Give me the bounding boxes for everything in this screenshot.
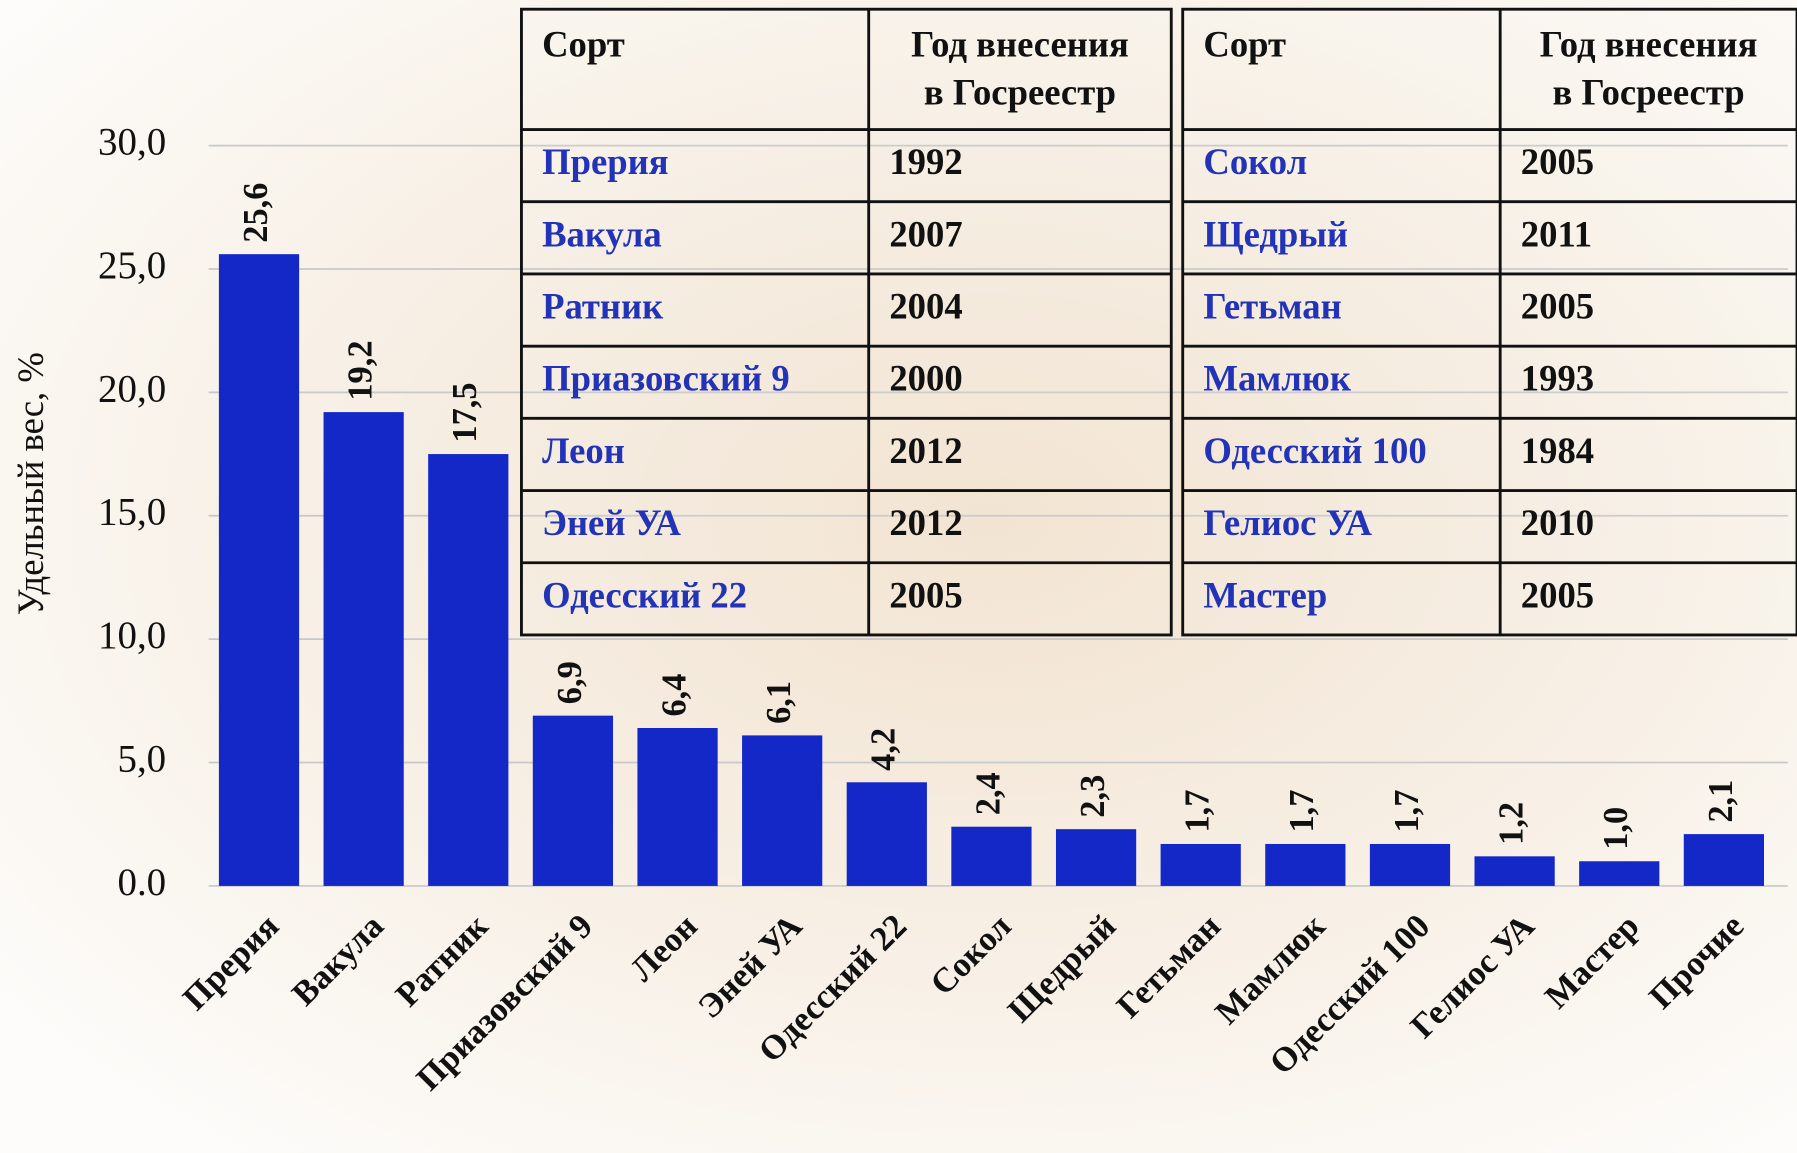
table-year: 1984 bbox=[1521, 430, 1594, 471]
y-tick-label: 5,0 bbox=[117, 737, 166, 780]
bar bbox=[637, 728, 717, 886]
table-variety: Прерия bbox=[542, 141, 669, 182]
value-label: 2,1 bbox=[1702, 780, 1740, 823]
bar bbox=[1370, 844, 1450, 886]
y-tick-label: 25,0 bbox=[98, 244, 166, 287]
table-header: Сорт bbox=[1203, 24, 1286, 65]
table-year: 1992 bbox=[889, 141, 962, 182]
bar bbox=[1475, 856, 1555, 886]
table-header: в Госреестр bbox=[1553, 72, 1745, 113]
table-header: Год внесения bbox=[1540, 24, 1758, 65]
table-variety: Леон bbox=[542, 430, 625, 471]
table-year: 2012 bbox=[889, 502, 962, 543]
value-label: 17,5 bbox=[446, 382, 484, 442]
value-label: 2,4 bbox=[969, 772, 1007, 815]
page: {"chart_data": {"type": "bar", "y_axis_l… bbox=[0, 0, 1797, 1153]
table-header: Год внесения bbox=[911, 24, 1129, 65]
table-year: 2005 bbox=[1521, 285, 1594, 326]
bar bbox=[1579, 861, 1659, 886]
bar bbox=[742, 735, 822, 886]
table-variety: Одесский 100 bbox=[1203, 430, 1426, 471]
value-label: 19,2 bbox=[342, 340, 380, 400]
table-header: Сорт bbox=[542, 24, 625, 65]
table-variety: Эней УА bbox=[542, 502, 681, 543]
table-variety: Гетьман bbox=[1203, 285, 1341, 326]
table-year: 2010 bbox=[1521, 502, 1594, 543]
value-label: 1,2 bbox=[1493, 802, 1531, 845]
y-tick-label: 30,0 bbox=[98, 121, 166, 164]
value-label: 25,6 bbox=[237, 183, 275, 243]
table-year: 2007 bbox=[889, 213, 962, 254]
y-tick-label: 0.0 bbox=[117, 861, 166, 904]
value-label: 1,0 bbox=[1597, 807, 1635, 850]
table-variety: Щедрый bbox=[1203, 213, 1348, 254]
table-header: в Госреестр bbox=[924, 72, 1116, 113]
bar bbox=[533, 716, 613, 886]
table-variety: Вакула bbox=[542, 213, 662, 254]
y-tick-label: 10,0 bbox=[98, 614, 166, 657]
bar bbox=[1684, 834, 1764, 886]
y-tick-label: 15,0 bbox=[98, 491, 166, 534]
chart: 0.0 5,0 10,0 15,0 20,0 25,0 30,0 Удельный вес, … bbox=[0, 0, 1797, 1153]
value-label: 2,3 bbox=[1074, 775, 1112, 818]
bar bbox=[219, 254, 299, 886]
bar bbox=[1161, 844, 1241, 886]
value-label: 4,2 bbox=[865, 728, 903, 771]
bar bbox=[847, 782, 927, 886]
y-axis-title: Удельный вес, % bbox=[10, 352, 51, 615]
table-variety: Сокол bbox=[1203, 141, 1307, 182]
table-variety: Мамлюк bbox=[1203, 358, 1351, 399]
y-tick-label: 20,0 bbox=[98, 367, 166, 410]
table-variety: Приазовский 9 bbox=[542, 358, 790, 399]
value-label: 1,7 bbox=[1388, 790, 1426, 833]
value-label: 1,7 bbox=[1179, 790, 1217, 833]
bar bbox=[951, 827, 1031, 886]
bar bbox=[1265, 844, 1345, 886]
table-variety: Мастер bbox=[1203, 574, 1327, 615]
table-year: 2012 bbox=[889, 430, 962, 471]
bar bbox=[1056, 829, 1136, 886]
value-label: 1,7 bbox=[1283, 790, 1321, 833]
table-year: 2004 bbox=[889, 285, 962, 326]
table-year: 2000 bbox=[889, 358, 962, 399]
table-year: 2005 bbox=[1521, 574, 1594, 615]
bar bbox=[428, 454, 508, 886]
table-year: 2011 bbox=[1521, 213, 1592, 254]
value-label: 6,4 bbox=[655, 674, 693, 717]
table-variety: Ратник bbox=[542, 285, 664, 326]
value-label: 6,9 bbox=[551, 661, 589, 704]
value-label: 6,1 bbox=[760, 681, 798, 724]
table-year: 2005 bbox=[1521, 141, 1594, 182]
table-variety: Гелиос УА bbox=[1203, 502, 1372, 543]
table-year: 2005 bbox=[889, 574, 962, 615]
table-year: 1993 bbox=[1521, 358, 1594, 399]
bar bbox=[324, 412, 404, 886]
table-variety: Одесский 22 bbox=[542, 574, 747, 615]
